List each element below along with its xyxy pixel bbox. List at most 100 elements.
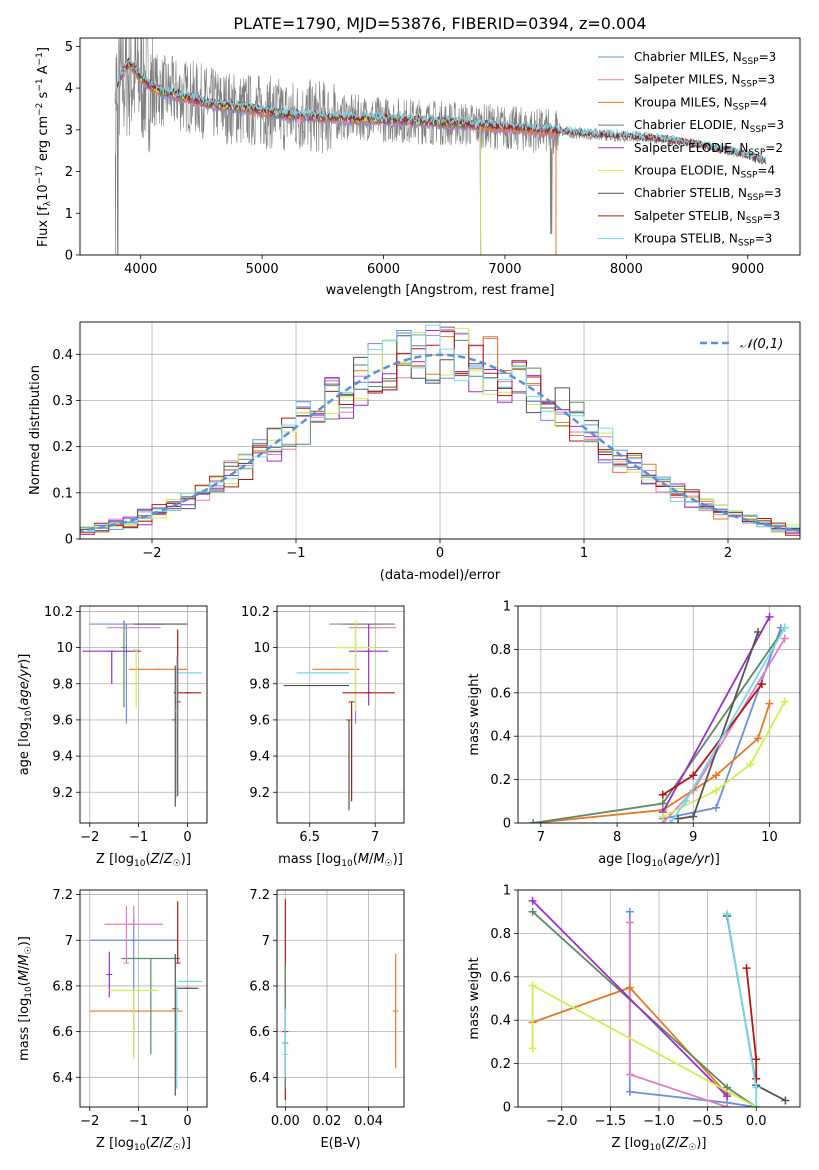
label-part: 10	[649, 1143, 661, 1153]
label-part: SSP	[747, 193, 764, 203]
axes-frame	[79, 889, 208, 1108]
y-tick-label: 0.3	[52, 394, 73, 409]
y-tick-label: 0	[65, 533, 73, 548]
y-tick-label: 9.2	[52, 786, 73, 801]
label-part: Z [log	[612, 1136, 650, 1151]
series-line	[531, 900, 728, 1097]
plus-marker	[625, 1070, 634, 1079]
x-axis-label: wavelength [Angstrom, rest frame]	[326, 283, 555, 298]
label-part: =3	[755, 232, 773, 246]
residual-panel: −2 −1 0 1 2 0 0.1 0.2 0.3 0.4 𝒩(0,1) (data-model)/e…	[28, 321, 801, 583]
label-part: Kroupa MILES, N	[634, 95, 733, 109]
label-part: s	[36, 91, 51, 102]
y-tick-label: 9.8	[249, 677, 270, 692]
label-part: =3	[759, 50, 777, 64]
errorbar-point-kroupa-elodie	[133, 648, 140, 708]
plus-marker	[723, 1092, 732, 1101]
model-line-kroupa-stelib	[114, 57, 767, 164]
x-tick-label: 0	[436, 546, 444, 561]
x-tick-label: −0.5	[692, 1114, 724, 1129]
x-tick-label: −2	[142, 546, 161, 561]
label-part: =3	[766, 118, 784, 132]
label-part: Salpeter ELODIE, N	[634, 141, 748, 155]
plus-marker	[723, 1103, 732, 1107]
x-axis-label: E(B-V)	[320, 1136, 360, 1151]
x-tick-label: −1	[129, 1114, 148, 1129]
plus-marker	[780, 697, 789, 706]
y-tick-label: 0.2	[52, 440, 73, 455]
label-part: Z	[150, 1136, 161, 1151]
label-part: SSP	[733, 102, 750, 112]
plus-marker	[780, 634, 789, 643]
y-tick-label: 9.8	[52, 677, 73, 692]
label-part: ☉	[385, 859, 393, 869]
y-tick-label: 6.4	[52, 1071, 73, 1086]
label-part: mass [log	[278, 852, 341, 867]
plus-marker	[666, 819, 675, 823]
plus-marker	[674, 814, 683, 823]
plus-marker	[754, 734, 763, 743]
label-part: −17	[35, 165, 45, 184]
x-axis-label: (data-model)/error	[380, 568, 501, 583]
x-tick-label: 9000	[731, 262, 764, 277]
y-tick-label: 0.6	[490, 970, 511, 985]
label-part: M	[17, 970, 32, 981]
label-part: /	[159, 1136, 164, 1151]
label-part: ]	[36, 47, 51, 52]
x-tick-label: 6000	[367, 262, 400, 277]
y-tick-label: 9.6	[249, 713, 270, 728]
plus-marker	[757, 680, 766, 689]
plus-marker	[625, 983, 634, 992]
plot-area	[277, 606, 404, 823]
plus-marker	[712, 786, 721, 795]
plot-area	[518, 606, 800, 823]
y-tick-label: 4	[65, 82, 73, 97]
plus-marker	[781, 1096, 790, 1105]
plus-marker	[765, 699, 774, 708]
plot-area	[80, 606, 207, 823]
y-axis-label: mass weight	[467, 957, 482, 1039]
label-part: 10	[341, 859, 353, 869]
label-part: age [log	[17, 722, 32, 775]
x-tick-label: 7000	[488, 262, 521, 277]
plus-marker	[528, 907, 537, 916]
label-part: SSP	[746, 216, 763, 226]
label-part: ☉	[688, 1143, 696, 1153]
errorbar-point-kroupa-stelib	[173, 985, 180, 1089]
label-part: −1	[35, 78, 45, 91]
label-part: Kroupa ELODIE, N	[634, 164, 741, 178]
errorbar-point-chabrier-stelib	[172, 953, 179, 1096]
x-axis-label: Z [log10(Z/Z☉)]	[96, 1136, 191, 1153]
x-tick-label: 4000	[124, 262, 157, 277]
label-part: /	[17, 965, 32, 970]
y-tick-label: 10.2	[241, 605, 270, 620]
label-part: A	[36, 65, 51, 78]
errorbar-point-chabrier-miles	[89, 623, 164, 724]
plus-marker	[658, 799, 667, 808]
series-salpeter-miles	[625, 918, 732, 1107]
plus-marker	[752, 1103, 761, 1107]
x-tick-label: 6.5	[299, 830, 320, 845]
plot-area	[518, 890, 800, 1107]
label-part: Salpeter MILES, N	[634, 73, 741, 87]
errorbar-point-chabrier-stelib	[346, 719, 353, 811]
label-part: =3	[757, 73, 775, 87]
y-tick-label: 0.6	[490, 686, 511, 701]
label-part: SSP	[748, 148, 765, 158]
label-part: 10	[134, 859, 146, 869]
y-axis-label: Normed distribution	[28, 365, 43, 495]
legend-label-kroupa-stelib: Kroupa STELIB, NSSP=3	[634, 232, 772, 249]
plus-marker	[625, 907, 634, 916]
plus-marker	[712, 803, 721, 812]
axes-frame	[276, 889, 405, 1108]
legend-label-chabrier-elodie: Chabrier ELODIE, NSSP=3	[634, 118, 784, 135]
label-part: =4	[757, 164, 775, 178]
x-tick-label: 0.00	[271, 1114, 300, 1129]
label-part: SSP	[742, 57, 759, 67]
axes-frame	[517, 605, 801, 824]
label-part: erg cm	[36, 116, 51, 165]
axes-frame	[79, 37, 801, 256]
y-tick-label: 0.4	[490, 730, 511, 745]
